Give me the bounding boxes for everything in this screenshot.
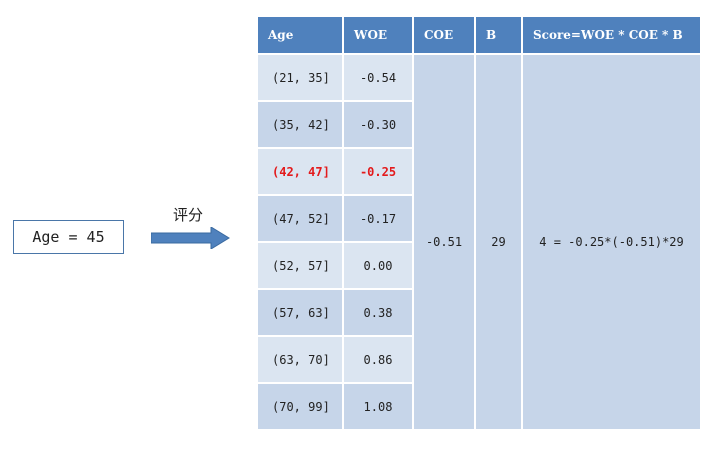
woe-cell: -0.54 [342,53,414,102]
header-b: B [474,15,523,55]
woe-cell: -0.17 [342,194,414,243]
age-range-cell: (35, 42] [256,100,344,149]
woe-cell: 1.08 [342,382,414,431]
table-row: (57, 63] 0.38 [256,288,701,337]
age-range-cell: (70, 99] [256,382,344,431]
score-formula-cell: 4 = -0.25*(-0.51)*29 [521,53,702,431]
age-range-cell: (42, 47] [256,147,344,196]
header-score: Score=WOE * COE * B [521,15,702,55]
woe-cell: 0.38 [342,288,414,337]
table-row: (35, 42] -0.30 [256,100,701,149]
age-range-cell: (52, 57] [256,241,344,290]
coe-cell: -0.51 [412,53,476,431]
table-row: (21, 35] -0.54 -0.51 29 4 = -0.25*(-0.51)*29 [256,53,702,431]
header-coe: COE [412,15,476,55]
table-row: (42, 47] -0.25 [256,147,701,196]
table-row: (63, 70] 0.86 [256,335,701,384]
age-range-cell: (57, 63] [256,288,344,337]
header-row: Age WOE COE B Score=WOE * COE * B [256,15,702,55]
table-row: (70, 99] 1.08 [256,382,701,431]
score-table: Age WOE COE B Score=WOE * COE * B (21, 3… [256,15,702,431]
age-range-cell: (63, 70] [256,335,344,384]
woe-cell: 0.00 [342,241,414,290]
age-range-cell: (47, 52] [256,194,344,243]
woe-cell: -0.30 [342,100,414,149]
age-range-cell: (21, 35] [256,53,344,102]
header-age: Age [256,15,344,55]
table-row: (47, 52] -0.17 [256,194,701,243]
right-arrow-icon [151,227,230,249]
scoring-label: 评分 [172,206,203,224]
woe-cell: -0.25 [342,147,414,196]
b-cell: 29 [474,53,523,431]
header-woe: WOE [342,15,414,55]
input-age-box: Age = 45 [13,220,124,254]
woe-cell: 0.86 [342,335,414,384]
table-row: (52, 57] 0.00 [256,241,701,290]
